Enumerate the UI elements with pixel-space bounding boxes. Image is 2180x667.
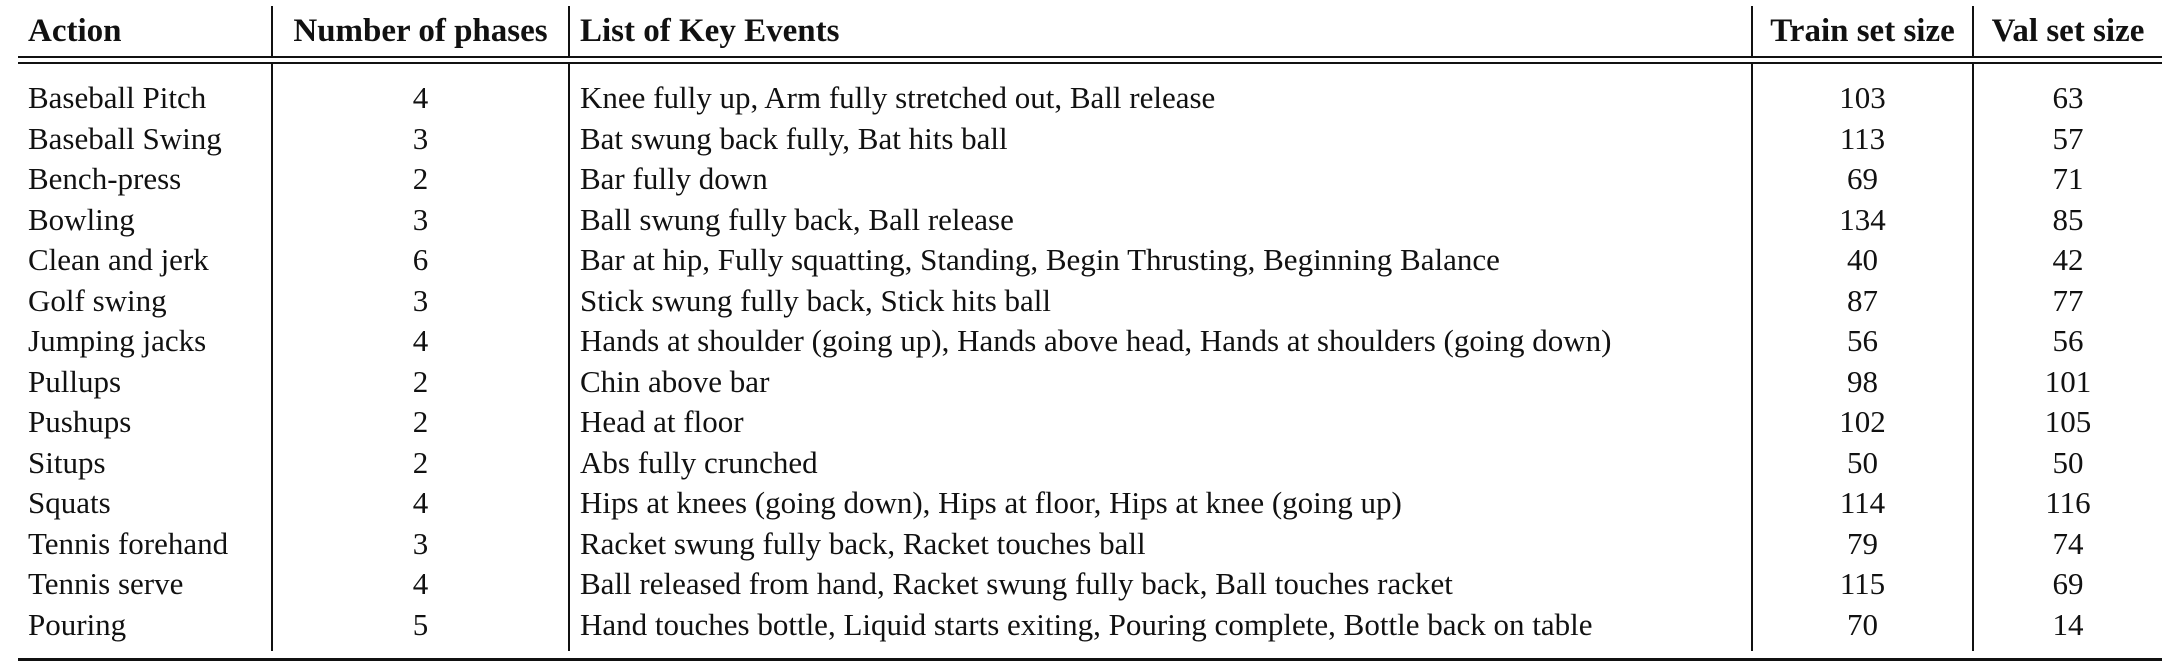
cell-val: 85 <box>1972 199 2162 240</box>
header-events: List of Key Events <box>568 6 1752 58</box>
cell-phases: 3 <box>271 280 569 321</box>
cell-phases: 3 <box>271 199 569 240</box>
cell-phases: 3 <box>271 523 569 564</box>
cell-val: 63 <box>1972 63 2162 119</box>
cell-phases: 5 <box>271 604 569 651</box>
table-row: Pullups 2 Chin above bar 98 101 <box>18 361 2162 402</box>
cell-val: 50 <box>1972 442 2162 483</box>
table-row: Clean and jerk 6 Bar at hip, Fully squatti… <box>18 240 2162 281</box>
cell-val: 101 <box>1972 361 2162 402</box>
cell-train: 69 <box>1751 159 1973 200</box>
table-row: Pushups 2 Head at floor 102 105 <box>18 402 2162 443</box>
dataset-table-container: Action Number of phases List of Key Even… <box>18 6 2162 651</box>
cell-val: 77 <box>1972 280 2162 321</box>
cell-action: Situps <box>28 444 106 480</box>
cell-action: Pullups <box>28 363 122 399</box>
cell-phases: 4 <box>271 564 569 605</box>
table-row: Tennis forehand 3 Racket swung fully back,… <box>18 523 2162 564</box>
cell-events: Ball released from hand, Racket swung fu… <box>568 564 1752 605</box>
dataset-table: Action Number of phases List of Key Even… <box>18 6 2162 651</box>
cell-action: Pouring <box>28 606 127 642</box>
cell-val: 57 <box>1972 118 2162 159</box>
header-val: Val set size <box>1972 6 2162 58</box>
cell-action: Squats <box>28 485 111 521</box>
cell-events: Bat swung back fully, Bat hits ball <box>568 118 1752 159</box>
cell-action: Tennis serve <box>28 566 184 602</box>
cell-events: Bar fully down <box>568 159 1752 200</box>
cell-val: 56 <box>1972 321 2162 362</box>
table-row: Golf swing 3 Stick swung fully back, Stick… <box>18 280 2162 321</box>
cell-val: 105 <box>1972 402 2162 443</box>
cell-phases: 2 <box>271 159 569 200</box>
cell-phases: 4 <box>271 483 569 524</box>
cell-phases: 3 <box>271 118 569 159</box>
cell-train: 98 <box>1751 361 1973 402</box>
cell-events: Stick swung fully back, Stick hits ball <box>568 280 1752 321</box>
cell-val: 14 <box>1972 604 2162 651</box>
cell-events: Abs fully crunched <box>568 442 1752 483</box>
header-row: Action Number of phases List of Key Even… <box>18 6 2162 58</box>
cell-train: 115 <box>1751 564 1973 605</box>
table-row: Bench-press 2 Bar fully down 69 71 <box>18 159 2162 200</box>
cell-phases: 4 <box>271 63 569 119</box>
cell-train: 70 <box>1751 604 1973 651</box>
cell-train: 87 <box>1751 280 1973 321</box>
cell-events: Hand touches bottle, Liquid starts exiti… <box>568 604 1752 651</box>
header-double-rule <box>18 57 2162 64</box>
cell-train: 56 <box>1751 321 1973 362</box>
table-row: Situps 2 Abs fully crunched 50 50 <box>18 442 2162 483</box>
cell-val: 74 <box>1972 523 2162 564</box>
cell-train: 113 <box>1751 118 1973 159</box>
cell-action: Tennis forehand <box>28 525 229 561</box>
cell-phases: 2 <box>271 361 569 402</box>
cell-action: Jumping jacks <box>28 323 207 359</box>
cell-phases: 4 <box>271 321 569 362</box>
cell-train: 79 <box>1751 523 1973 564</box>
cell-train: 114 <box>1751 483 1973 524</box>
cell-phases: 2 <box>271 402 569 443</box>
cell-events: Hands at shoulder (going up), Hands abov… <box>568 321 1752 362</box>
cell-action: Pushups <box>28 404 132 440</box>
cell-events: Racket swung fully back, Racket touches … <box>568 523 1752 564</box>
cell-train: 103 <box>1751 63 1973 119</box>
cell-train: 40 <box>1751 240 1973 281</box>
cell-action: Baseball Pitch <box>28 80 207 116</box>
cell-val: 71 <box>1972 159 2162 200</box>
table-row: Bowling 3 Ball swung fully back, Ball rele… <box>18 199 2162 240</box>
cell-train: 134 <box>1751 199 1973 240</box>
cell-events: Head at floor <box>568 402 1752 443</box>
cell-action: Clean and jerk <box>28 242 209 278</box>
table-row: Squats 4 Hips at knees (going down), Hips … <box>18 483 2162 524</box>
table-body: Baseball Pitch 4 Knee fully up, Arm fully … <box>18 63 2162 651</box>
cell-action: Golf swing <box>28 282 167 318</box>
table-row: Jumping jacks 4 Hands at shoulder (going u… <box>18 321 2162 362</box>
table-row: Baseball Pitch 4 Knee fully up, Arm fully … <box>18 63 2162 119</box>
cell-train: 50 <box>1751 442 1973 483</box>
cell-events: Ball swung fully back, Ball release <box>568 199 1752 240</box>
cell-action: Bowling <box>28 201 135 237</box>
cell-action: Baseball Swing <box>28 120 222 156</box>
cell-val: 116 <box>1972 483 2162 524</box>
header-action: Action <box>18 6 272 58</box>
cell-events: Chin above bar <box>568 361 1752 402</box>
header-phases: Number of phases <box>271 6 569 58</box>
cell-events: Knee fully up, Arm fully stretched out, … <box>568 63 1752 119</box>
table-row: Pouring 5 Hand touches bottle, Liquid star… <box>18 604 2162 651</box>
cell-events: Bar at hip, Fully squatting, Standing, B… <box>568 240 1752 281</box>
cell-train: 102 <box>1751 402 1973 443</box>
cell-val: 69 <box>1972 564 2162 605</box>
header-train: Train set size <box>1751 6 1973 58</box>
cell-phases: 6 <box>271 240 569 281</box>
cell-action: Bench-press <box>28 161 182 197</box>
cell-val: 42 <box>1972 240 2162 281</box>
table-row: Tennis serve 4 Ball released from hand, Ra… <box>18 564 2162 605</box>
table-bottom-rule <box>18 658 2162 661</box>
cell-events: Hips at knees (going down), Hips at floo… <box>568 483 1752 524</box>
table-row: Baseball Swing 3 Bat swung back fully, Bat… <box>18 118 2162 159</box>
cell-phases: 2 <box>271 442 569 483</box>
table-header: Action Number of phases List of Key Even… <box>18 6 2162 64</box>
